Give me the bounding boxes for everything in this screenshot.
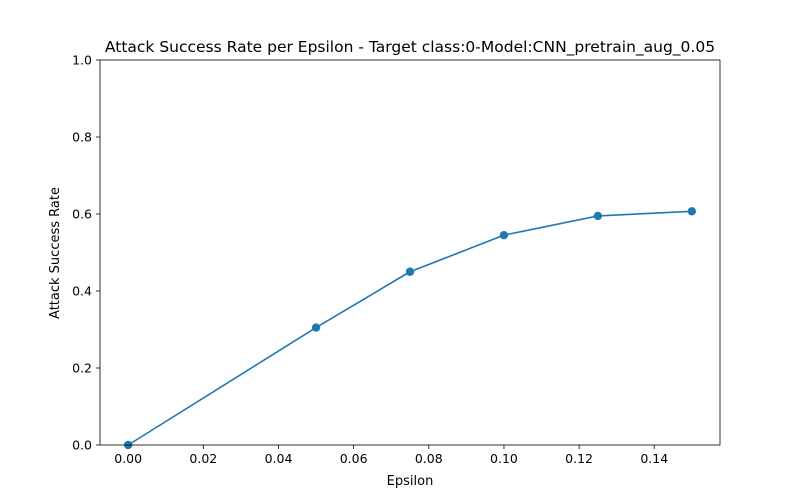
data-point xyxy=(687,207,697,216)
y-axis-label: Attack Success Rate xyxy=(48,187,63,319)
data-point xyxy=(499,230,509,240)
x-tick-label: 0.12 xyxy=(565,451,593,466)
x-tick-label: 0.02 xyxy=(189,451,217,466)
y-tick-label: 0.8 xyxy=(72,130,92,145)
y-tick-label: 0.6 xyxy=(72,207,92,222)
x-tick-label: 0.10 xyxy=(490,451,518,466)
plot-frame xyxy=(99,59,721,446)
y-tick-label: 0.2 xyxy=(72,361,92,376)
data-point xyxy=(405,267,415,276)
y-tick-label: 0.4 xyxy=(72,284,92,299)
x-tick-label: 0.00 xyxy=(114,451,142,466)
plot-area: 0.00 0.02 0.04 0.06 0.08 0.10 0.12 0.14 0.0 0.2 0.… xyxy=(72,53,721,466)
y-tick-label: 1.0 xyxy=(72,53,92,68)
y-tick-label: 0.0 xyxy=(72,438,92,453)
x-axis-label: Epsilon xyxy=(387,474,434,489)
data-point xyxy=(593,211,603,221)
x-tick-label: 0.04 xyxy=(265,451,293,466)
x-tick-label: 0.08 xyxy=(415,451,443,466)
chart-title: Attack Success Rate per Epsilon - Target… xyxy=(105,38,715,57)
x-tick-label: 0.14 xyxy=(640,451,668,466)
data-point xyxy=(311,323,321,332)
series-line xyxy=(127,210,692,446)
x-tick-label: 0.06 xyxy=(340,451,368,466)
